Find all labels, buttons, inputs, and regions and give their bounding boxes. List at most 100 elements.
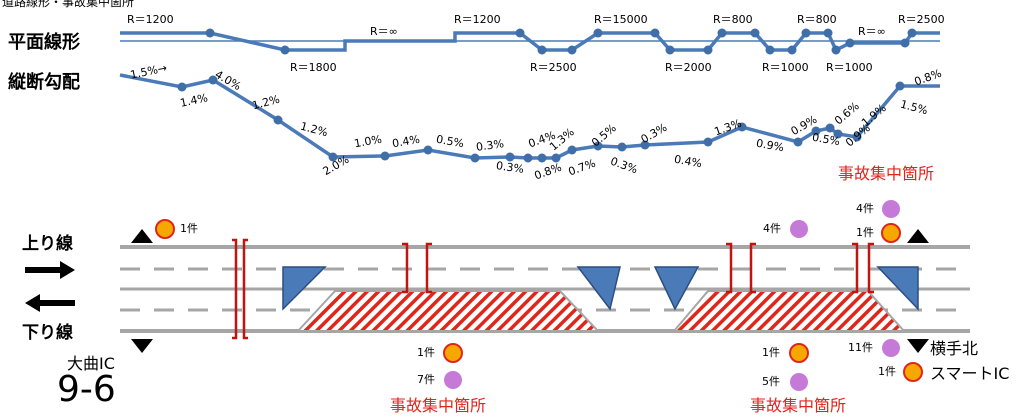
curve-radius-label: R＝2000 <box>665 61 712 74</box>
gradient-label: 0.5% <box>435 132 465 151</box>
plane-point <box>280 45 290 55</box>
gradient-label: 0.3% <box>475 137 505 154</box>
gradient-point <box>208 75 218 85</box>
right-interchange-name-line1: 横手北 <box>930 339 979 358</box>
accident-count-label: 1件 <box>878 365 896 378</box>
bridge-bracket <box>425 242 432 294</box>
gradient-label: 1.2% <box>250 92 282 113</box>
gradient-label: 0.9% <box>755 136 785 155</box>
interchange-code: 9-6 <box>57 369 116 410</box>
plane-point <box>765 45 775 55</box>
vertical-gradient-chart <box>119 73 940 163</box>
curve-radius-label: R＝∞ <box>370 25 398 38</box>
bridge-bracket <box>232 238 238 340</box>
gradient-label: 1.4% <box>178 91 209 110</box>
accident-zone-hatch <box>295 290 601 332</box>
plane-alignment-label: 平面線形 <box>8 32 80 53</box>
curve-radius-label: R＝2500 <box>530 61 577 74</box>
purple-accident-marker <box>882 200 900 218</box>
left-arrow-icon <box>25 294 75 312</box>
gradient-label: 1.9% <box>859 101 889 130</box>
accident-count-label: 1件 <box>856 226 874 239</box>
curve-radius-label: R＝1200 <box>454 13 501 26</box>
gradient-label: 2.0% <box>320 152 352 179</box>
orange-accident-marker <box>789 343 809 363</box>
plane-point <box>801 28 811 38</box>
right-interchange-name-line2: スマートIC <box>930 364 1010 383</box>
down-triangle-icon <box>907 339 929 353</box>
gradient-point <box>423 145 433 155</box>
accident-count-label: 7件 <box>417 373 435 386</box>
gradient-point <box>640 140 650 150</box>
curve-radius-label: R＝800 <box>797 13 837 26</box>
gradient-point <box>523 153 533 163</box>
gradient-point <box>537 153 547 163</box>
curve-radius-label: R＝∞ <box>858 25 886 38</box>
bridge-bracket <box>242 238 248 340</box>
gradient-point <box>895 81 905 91</box>
purple-accident-marker <box>444 371 462 389</box>
gradient-points <box>177 75 905 163</box>
plane-point <box>703 45 713 55</box>
gradient-label: 0.6% <box>832 99 862 128</box>
plane-point <box>787 45 797 55</box>
curve-radius-label: R＝1000 <box>762 61 809 74</box>
ramp-triangle <box>653 266 700 311</box>
curve-radius-label: R＝2500 <box>898 13 945 26</box>
plane-point <box>831 45 841 55</box>
plane-point <box>907 28 917 38</box>
road-schematic <box>25 200 970 391</box>
gradient-point <box>470 153 480 163</box>
gradient-point <box>833 129 843 139</box>
gradient-label: 1.2% <box>298 119 330 140</box>
plane-point <box>750 28 760 38</box>
right-arrow-icon <box>25 261 75 279</box>
accident-count-label: 4件 <box>856 202 874 215</box>
gradient-label: 0.7% <box>566 156 598 179</box>
accident-count-label: 1件 <box>762 346 780 359</box>
gradient-point <box>273 115 283 125</box>
gradient-point <box>617 142 627 152</box>
gradient-label: 0.4% <box>391 132 421 151</box>
plane-point <box>717 28 727 38</box>
orange-accident-marker <box>443 343 463 363</box>
ramp-triangle <box>282 266 327 311</box>
gradient-point <box>328 152 338 162</box>
curve-radius-label: R＝15000 <box>594 13 648 26</box>
vertical-gradient-label: 縦断勾配 <box>8 72 80 93</box>
up-triangle-icon <box>131 229 153 243</box>
gradient-label: 0.8% <box>912 66 944 89</box>
purple-accident-marker <box>882 339 900 357</box>
orange-accident-marker <box>903 362 923 382</box>
gradient-label: 4.0% <box>212 67 244 94</box>
curve-radius-label: R＝800 <box>713 13 753 26</box>
gradient-point <box>593 141 603 151</box>
accident-count-label: 5件 <box>762 375 780 388</box>
bridge-bracket <box>402 242 409 294</box>
curve-radius-label: R＝1200 <box>127 13 174 26</box>
plane-point <box>537 45 547 55</box>
accident-count-label: 4件 <box>763 222 781 235</box>
plane-point <box>900 38 910 48</box>
bridge-bracket <box>852 242 859 294</box>
up-direction-label: 上り線 <box>22 234 73 254</box>
bridge-bracket <box>867 242 874 294</box>
accident-markers <box>155 200 923 391</box>
gradient-label: 0.4% <box>673 152 703 171</box>
plane-points <box>205 28 917 55</box>
header-title: 道路線形・事故集中箇所 <box>2 0 135 9</box>
plane-point <box>567 45 577 55</box>
bridge-bracket <box>749 242 756 294</box>
gradient-label: 0.3% <box>638 120 670 147</box>
gradient-label: 1.5% <box>898 97 930 118</box>
purple-accident-marker <box>790 220 808 238</box>
bridge-bracket <box>726 242 733 294</box>
curve-radius-label: R＝1800 <box>290 61 337 74</box>
curve-radius-label: R＝1000 <box>826 61 873 74</box>
gradient-point <box>380 151 390 161</box>
plane-point <box>845 38 855 48</box>
gradient-point <box>551 153 561 163</box>
plane-point <box>515 28 525 38</box>
gradient-label: 1.5%→ <box>129 61 169 82</box>
